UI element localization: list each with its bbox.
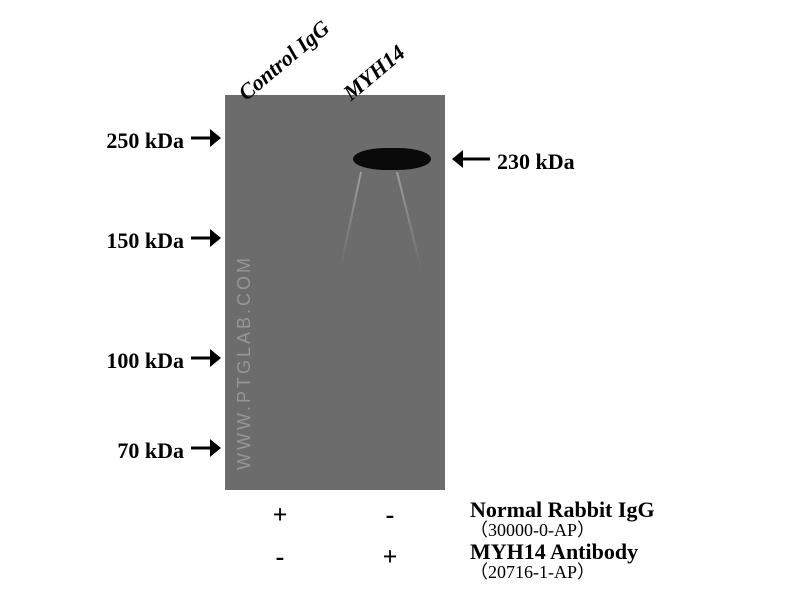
condition-sign: - <box>268 542 292 572</box>
result-label-text: 230 kDa <box>497 149 575 175</box>
lane-label: Control IgG <box>233 15 334 106</box>
result-label: 230 kDa <box>451 148 575 176</box>
mw-marker-label: 150 kDa <box>106 228 184 254</box>
mw-marker: 100 kDa <box>90 347 222 375</box>
condition-legend-label: MYH14 Antibody <box>470 539 638 564</box>
mw-marker: 250 kDa <box>90 127 222 155</box>
arrow-right-icon <box>190 437 222 465</box>
condition-sign: - <box>378 500 402 530</box>
condition-sign: + <box>378 542 402 572</box>
arrow-left-icon <box>451 148 491 176</box>
condition-legend: MYH14 Antibody（20716-1-AP） <box>470 540 638 582</box>
mw-marker-label: 100 kDa <box>106 348 184 374</box>
condition-sign: + <box>268 500 292 530</box>
condition-legend-sub: （30000-0-AP） <box>470 521 655 540</box>
arrow-right-icon <box>190 127 222 155</box>
arrow-right-icon <box>190 227 222 255</box>
condition-legend: Normal Rabbit IgG（30000-0-AP） <box>470 498 655 540</box>
arrow-right-icon <box>190 347 222 375</box>
condition-legend-label: Normal Rabbit IgG <box>470 497 655 522</box>
mw-marker: 150 kDa <box>90 227 222 255</box>
watermark: WWW.PTGLAB.COM <box>234 255 255 470</box>
condition-legend-sub: （20716-1-AP） <box>470 563 638 582</box>
result-band <box>353 148 431 170</box>
mw-marker: 70 kDa <box>90 437 222 465</box>
mw-marker-label: 70 kDa <box>117 438 184 464</box>
mw-marker-label: 250 kDa <box>106 128 184 154</box>
